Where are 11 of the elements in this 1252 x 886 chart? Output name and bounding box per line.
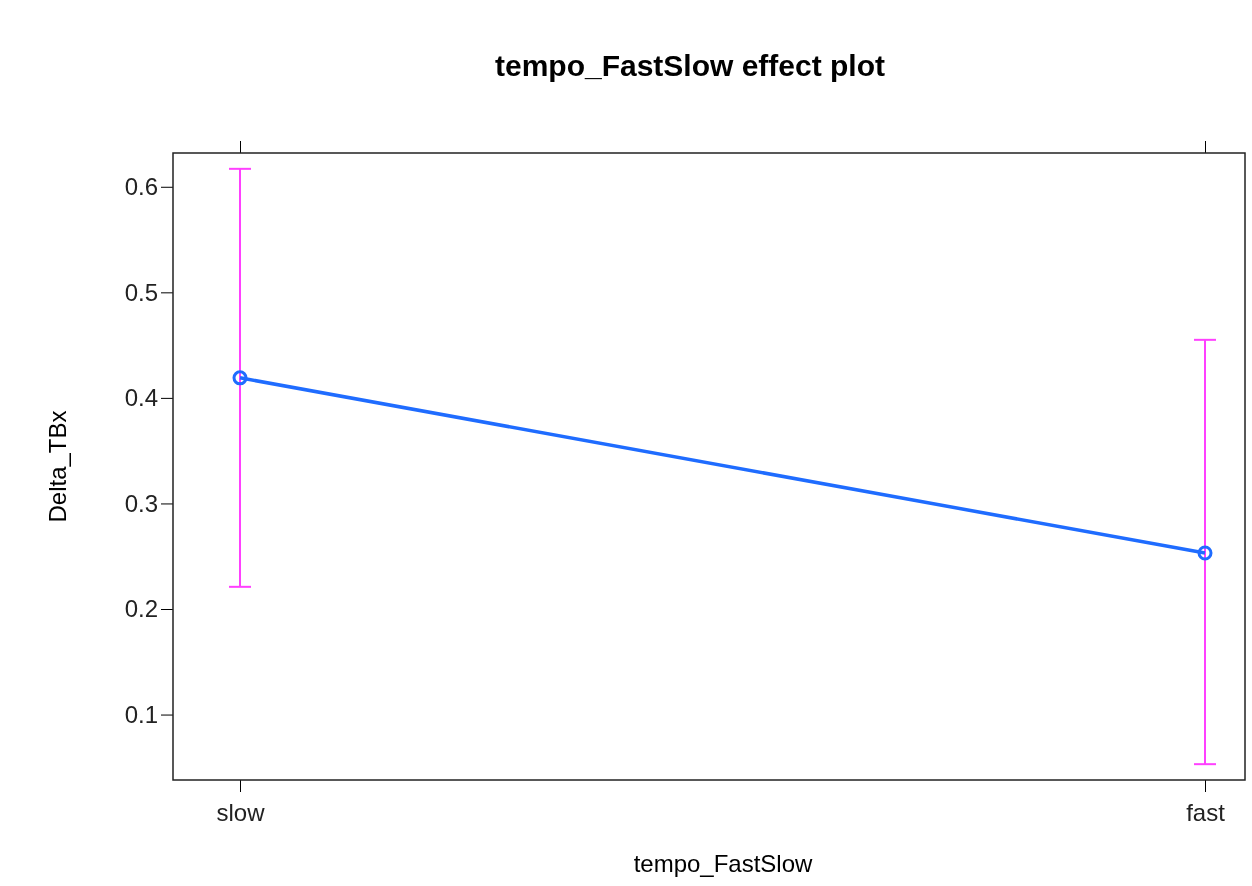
y-tick-label: 0.2 <box>124 595 158 623</box>
y-tick-label: 0.5 <box>124 278 158 306</box>
y-tick-label: 0.1 <box>124 700 158 728</box>
y-tick-label: 0.4 <box>124 384 158 412</box>
y-tick-label: 0.6 <box>124 172 158 200</box>
chart-title: tempo_FastSlow effect plot <box>494 49 886 82</box>
x-tick-label: fast <box>1186 799 1226 827</box>
x-tick-label: slow <box>216 799 266 827</box>
y-tick-label: 0.3 <box>124 489 158 517</box>
y-axis-title: Delta_TBx <box>44 410 71 523</box>
x-axis-title: tempo_FastSlow <box>633 850 814 877</box>
